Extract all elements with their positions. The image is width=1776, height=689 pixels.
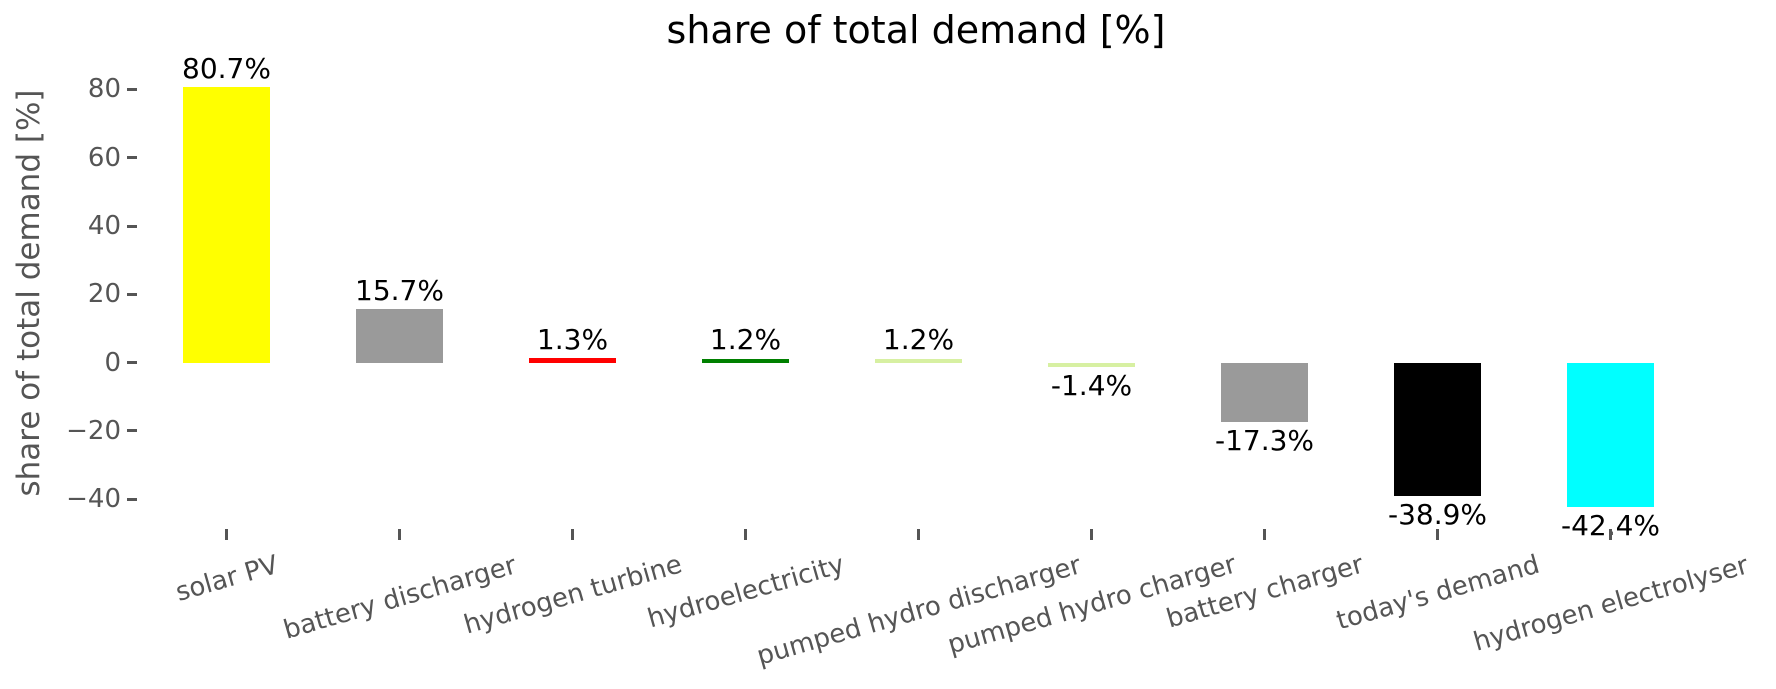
bar-battery-discharger <box>356 309 443 363</box>
y-tick-label-60: 60 <box>87 142 121 173</box>
y-tick-label-40: 40 <box>87 211 121 241</box>
y-tick-label-80: 80 <box>87 74 121 105</box>
x-tick-battery-discharger <box>398 529 401 540</box>
chart-title: share of total demand [%] <box>666 8 1166 52</box>
bar-value-label-battery-charger: -17.3% <box>1214 423 1315 457</box>
x-tick-hydrogen-electrolyser <box>1609 529 1612 540</box>
y-tick-label-40: −40 <box>66 484 121 515</box>
bar-value-label-hydroelectricity: 1.2% <box>709 323 782 357</box>
y-tick-label-20: 20 <box>87 279 121 310</box>
bar-value-label-hydrogen-turbine: 1.3% <box>536 322 609 356</box>
bar-value-label-battery-discharger: 15.7% <box>355 273 444 307</box>
x-tick-today-s-demand <box>1436 529 1439 540</box>
bar-pumped-hydro-charger <box>1048 362 1135 368</box>
x-tick-battery-charger <box>1263 529 1266 540</box>
bar-value-label-pumped-hydro-discharger: 1.2% <box>882 323 955 357</box>
y-tick-60 <box>127 156 137 160</box>
y-tick-0 <box>127 361 137 365</box>
y-tick-20 <box>127 429 137 433</box>
bar-value-label-today-s-demand: -38.9% <box>1387 497 1488 531</box>
bar-solar-pv <box>183 86 270 363</box>
bar-value-label-solar-pv: 80.7% <box>182 51 271 85</box>
y-tick-label-0: 0 <box>104 347 121 378</box>
x-tick-hydroelectricity <box>744 529 747 540</box>
bar-today-s-demand <box>1394 362 1481 496</box>
bar-value-label-pumped-hydro-charger: -1.4% <box>1050 369 1133 403</box>
x-tick-pumped-hydro-discharger <box>917 529 920 540</box>
y-tick-40 <box>127 497 137 501</box>
bar-battery-charger <box>1221 362 1308 422</box>
bar-hydroelectricity <box>702 358 789 363</box>
y-tick-20 <box>127 292 137 296</box>
bar-hydrogen-turbine <box>529 358 616 363</box>
x-tick-hydrogen-turbine <box>571 529 574 540</box>
x-tick-label-solar-pv: solar PV <box>171 549 282 608</box>
y-axis-label: share of total demand [%] <box>11 89 47 497</box>
y-tick-label-20: −20 <box>66 415 121 446</box>
bar-pumped-hydro-discharger <box>875 358 962 363</box>
bar-hydrogen-electrolyser <box>1567 362 1654 508</box>
y-tick-40 <box>127 224 137 228</box>
y-tick-80 <box>127 87 137 91</box>
x-tick-pumped-hydro-charger <box>1090 529 1093 540</box>
x-tick-solar-pv <box>225 529 228 540</box>
